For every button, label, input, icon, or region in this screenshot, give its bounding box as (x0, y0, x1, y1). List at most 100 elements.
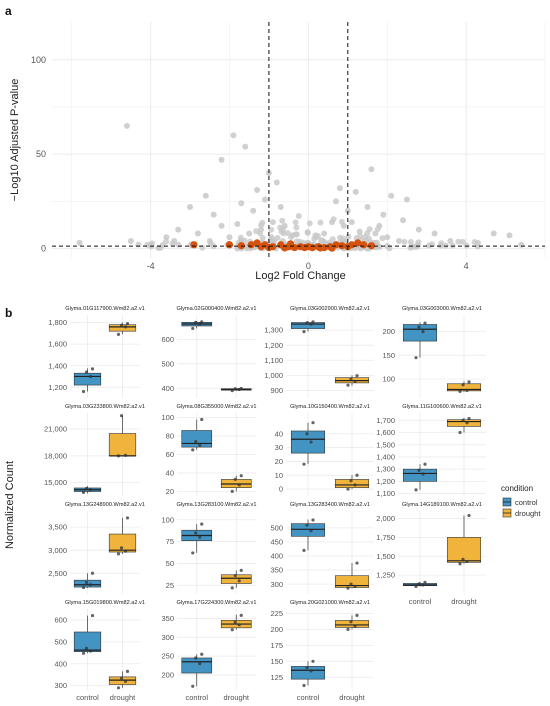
box-sample-point (302, 683, 306, 688)
volcano-point-grey (330, 216, 337, 223)
facet-y-tick-label: 1,300 (264, 326, 283, 335)
facet-y-tick-label: 500 (54, 637, 67, 646)
facet-y-tick-label: 350 (270, 566, 283, 575)
volcano-point-grey (338, 218, 345, 225)
facet-y-tick-label: 1,100 (376, 489, 395, 498)
facet-panel: Glyma.13G283400.Wm82.a2.v1 300 350 400 450 50… (270, 502, 374, 594)
box-sample-point (198, 662, 202, 666)
box-sample-point (467, 513, 471, 518)
facet-y-tick-label: 2,000 (376, 514, 395, 523)
volcano-point-grey (284, 230, 291, 237)
box-sample-point (84, 370, 89, 374)
box-sample-point (84, 486, 89, 491)
facet-x-tick-label: drought (339, 693, 365, 702)
box-sample-point (230, 489, 234, 493)
facet-y-tick-label: 1,000 (264, 371, 283, 380)
box-sample-point (191, 551, 195, 555)
facet-y-tick-label: 100 (382, 375, 395, 384)
volcano-point-grey (210, 211, 217, 218)
volcano-point-grey (202, 192, 209, 199)
facet-y-tick-label: 1,750 (376, 533, 395, 542)
volcano-point-grey (352, 188, 359, 195)
box-sample-point (88, 374, 93, 379)
box-sample-point (88, 488, 93, 492)
box-drought (108, 433, 137, 457)
box-control (290, 523, 326, 537)
box-sample-point (311, 421, 315, 425)
volcano-point-grey (187, 204, 194, 211)
volcano-point-grey (366, 226, 373, 233)
volcano-point-grey (127, 238, 134, 245)
facet-y-tick-label: 250 (161, 652, 174, 661)
box-sample-point (84, 580, 89, 585)
facet-title: Glyma.03G233800.Wm82.a2.v1 (65, 404, 145, 410)
volcano-point-highlight (281, 244, 289, 252)
volcano-point-grey (149, 240, 156, 247)
box-sample-point (200, 320, 204, 324)
volcano-point-grey (306, 220, 313, 227)
volcano-point-grey (348, 219, 355, 226)
volcano-point-grey (254, 187, 261, 194)
facet-y-tick-label: 18,000 (44, 451, 67, 460)
box-sample-point (88, 649, 93, 653)
facet-y-tick-label: 450 (270, 538, 283, 547)
facet-y-tick-label: 1,100 (264, 356, 283, 365)
facet-y-tick-label: 400 (270, 552, 283, 561)
volcano-point-grey (384, 234, 391, 241)
facet-panel: Glyma.13G283100.Wm82.a2.v1 25 50 75 100 (161, 502, 256, 594)
facet-y-tick-label: 1,600 (48, 340, 67, 349)
box-sample-point (461, 557, 465, 561)
volcano-point-grey (518, 241, 525, 248)
facet-y-tick-label: 1,700 (376, 416, 395, 425)
box-sample-point (311, 659, 315, 663)
volcano-point-grey (288, 234, 295, 241)
volcano-point-grey (279, 217, 286, 224)
volcano-point-grey (455, 238, 462, 245)
facet-y-tick-label: 60 (166, 450, 174, 459)
box-control (181, 430, 213, 448)
box-sample-point (465, 388, 469, 393)
volcano-point-grey (471, 239, 478, 246)
volcano-point-grey (268, 234, 275, 241)
facet-title: Glyma.17G224300.Wm82.a2.v1 (177, 600, 257, 606)
facet-y-tick-label: 3,500 (48, 523, 67, 532)
facet-title: Glyma.13G283400.Wm82.a2.v1 (290, 502, 370, 508)
box-sample-point (355, 473, 359, 477)
box-sample-point (84, 646, 89, 651)
facet-y-tick-label: 300 (270, 580, 283, 589)
box-sample-point (239, 568, 243, 573)
facet-title: Glyma.13G283100.Wm82.a2.v1 (177, 502, 257, 508)
facet-y-tick-label: 1,600 (376, 428, 395, 437)
box-sample-point (90, 367, 95, 371)
box-sample-point (233, 477, 237, 481)
volcano-point-grey (426, 242, 433, 249)
box-sample-point (309, 440, 313, 444)
facet-y-tick-label: 500 (270, 523, 283, 532)
box-sample-point (346, 627, 350, 632)
facet-panel: Glyma.10G150400.Wm82.a2.v1 0 10 20 30 40 (275, 404, 374, 496)
box-sample-point (302, 548, 306, 552)
facet-x-tick-label: control (409, 597, 432, 606)
box-sample-point (302, 462, 306, 466)
box-sample-point (90, 613, 95, 618)
box-sample-point (191, 326, 195, 331)
volcano-point-grey (384, 242, 391, 249)
volcano-point-grey (336, 234, 343, 241)
facet-panel: Glyma.02G000400.Wm82.a2.v1 400 500 600 (161, 306, 256, 398)
box-sample-point (467, 416, 471, 421)
box-sample-point (81, 651, 86, 655)
facet-x-tick-label: control (76, 693, 99, 702)
box-sample-point (125, 322, 130, 326)
volcano-point-grey (374, 226, 381, 233)
volcano-point-grey (474, 243, 481, 250)
box-sample-point (349, 582, 353, 586)
volcano-point-grey (345, 233, 352, 240)
facet-y-tick-label: 15,000 (44, 478, 67, 487)
box-sample-point (311, 518, 315, 522)
volcano-point-grey (407, 244, 414, 251)
volcano-point-grey (431, 230, 438, 237)
boxplot-grid: Glyma.01G117900.Wm82.a2.v1 1,200 1,400 1,60… (4, 306, 486, 702)
facet-y-tick-label: 1,250 (376, 571, 395, 580)
facet-y-tick-label: 600 (161, 335, 174, 344)
volcano-point-grey (415, 226, 422, 233)
